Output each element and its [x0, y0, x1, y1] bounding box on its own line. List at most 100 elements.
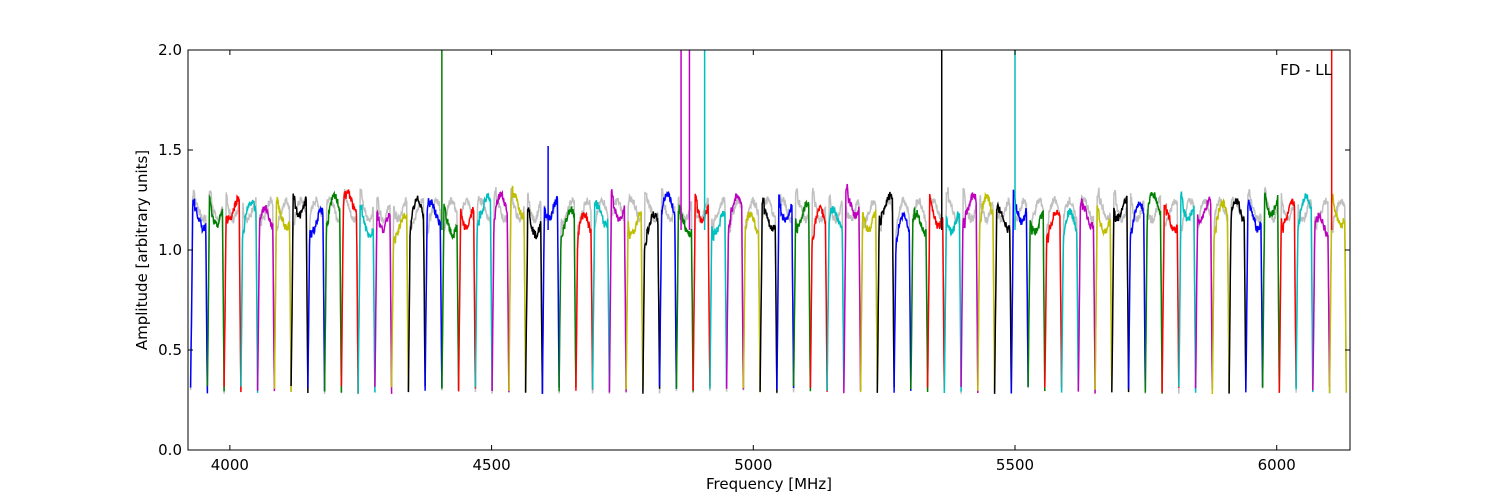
- background-trace: [323, 195, 343, 394]
- background-trace: [960, 188, 979, 394]
- channel-trace: [1228, 198, 1247, 394]
- channel-trace: [993, 201, 1013, 394]
- channel-trace: [608, 189, 627, 393]
- channel-trace: [457, 206, 477, 392]
- background-trace: [1060, 196, 1080, 391]
- channel-trace: [943, 211, 962, 394]
- background-trace: [189, 189, 209, 392]
- channel-trace: [1295, 193, 1314, 393]
- channel-trace: [541, 195, 560, 394]
- channel-trace: [1010, 189, 1029, 394]
- background-trace: [1194, 198, 1214, 390]
- channel-trace: [893, 211, 912, 393]
- channel-trace: [223, 194, 242, 393]
- channel-trace: [290, 193, 309, 394]
- channel-trace: [709, 210, 728, 389]
- background-trace: [374, 196, 393, 389]
- x-tick-label: 4500: [472, 456, 510, 474]
- x-tick-label: 6000: [1258, 456, 1296, 474]
- channel-trace: [1077, 197, 1096, 394]
- channel-trace: [843, 183, 862, 394]
- channel-trace: [1111, 195, 1130, 393]
- background-trace: [390, 197, 410, 392]
- channel-trace: [575, 211, 594, 391]
- channel-trace: [1278, 198, 1297, 393]
- x-axis-label: Frequency [MHz]: [706, 475, 832, 493]
- channel-trace: [859, 209, 879, 393]
- channel-trace: [256, 204, 276, 392]
- background-trace: [809, 187, 828, 388]
- channel-trace: [876, 191, 895, 393]
- background-trace: [859, 199, 879, 391]
- channel-trace: [1044, 209, 1063, 388]
- background-trace: [524, 192, 544, 388]
- background-trace: [759, 196, 778, 394]
- channel-trace: [591, 199, 611, 392]
- y-tick-label: 0.0: [158, 441, 182, 459]
- background-trace: [1094, 187, 1113, 390]
- background-trace: [843, 199, 862, 392]
- channel-trace: [491, 190, 510, 393]
- channel-trace: [792, 199, 812, 392]
- background-trace: [1161, 199, 1180, 393]
- background-trace: [658, 187, 678, 394]
- channel-trace: [776, 194, 795, 390]
- channel-trace: [407, 195, 426, 393]
- channel-trace: [742, 211, 761, 393]
- channel-trace: [357, 204, 376, 394]
- background-trace: [273, 197, 292, 392]
- y-axis-label: Amplitude [arbitrary units]: [133, 150, 151, 350]
- channel-trace: [307, 205, 326, 392]
- channel-trace: [390, 212, 410, 388]
- background-trace: [491, 186, 510, 394]
- channel-trace: [642, 211, 661, 394]
- series-layer: [189, 50, 1348, 395]
- background-trace: [625, 192, 644, 394]
- channel-trace: [323, 190, 343, 393]
- channel-trace: [1245, 199, 1264, 393]
- background-trace: [441, 197, 460, 389]
- background-trace: [977, 195, 996, 394]
- channel-trace: [1094, 205, 1113, 391]
- channel-trace: [474, 192, 493, 391]
- background-trace: [1245, 188, 1264, 390]
- channel-trace: [1261, 192, 1281, 390]
- y-tick-label: 1.5: [158, 141, 182, 159]
- channel-trace: [1194, 196, 1214, 390]
- background-trace: [357, 188, 376, 394]
- chart-annotation: FD - LL: [1280, 61, 1332, 79]
- background-trace: [608, 197, 627, 395]
- background-trace: [591, 196, 611, 393]
- channel-trace: [675, 203, 694, 392]
- background-trace: [206, 190, 225, 394]
- channel-trace: [558, 206, 577, 392]
- channel-trace: [206, 194, 225, 392]
- background-trace: [307, 196, 326, 395]
- background-trace: [240, 197, 259, 391]
- channel-trace: [1027, 210, 1046, 392]
- background-trace: [1027, 196, 1046, 392]
- background-trace: [1044, 195, 1063, 392]
- channel-trace: [189, 198, 209, 394]
- channel-trace: [692, 193, 711, 391]
- background-trace: [826, 193, 845, 392]
- background-trace: [876, 196, 895, 388]
- channel-trace: [508, 185, 527, 392]
- channel-trace: [725, 193, 745, 390]
- channel-trace: [1178, 191, 1197, 393]
- channel-trace: [273, 196, 292, 393]
- y-tick-label: 0.5: [158, 341, 182, 359]
- channel-trace: [424, 198, 443, 391]
- x-tick-label: 5000: [734, 456, 772, 474]
- channel-trace: [1211, 197, 1230, 395]
- x-tick-label: 4000: [211, 456, 249, 474]
- channel-trace: [340, 189, 359, 394]
- plot-area: [189, 50, 1348, 395]
- channel-trace: [240, 199, 259, 393]
- channel-trace: [441, 203, 460, 390]
- channel-trace: [625, 211, 644, 390]
- background-trace: [792, 188, 812, 391]
- y-tick-label: 2.0: [158, 41, 182, 59]
- x-tick-label: 5500: [996, 456, 1034, 474]
